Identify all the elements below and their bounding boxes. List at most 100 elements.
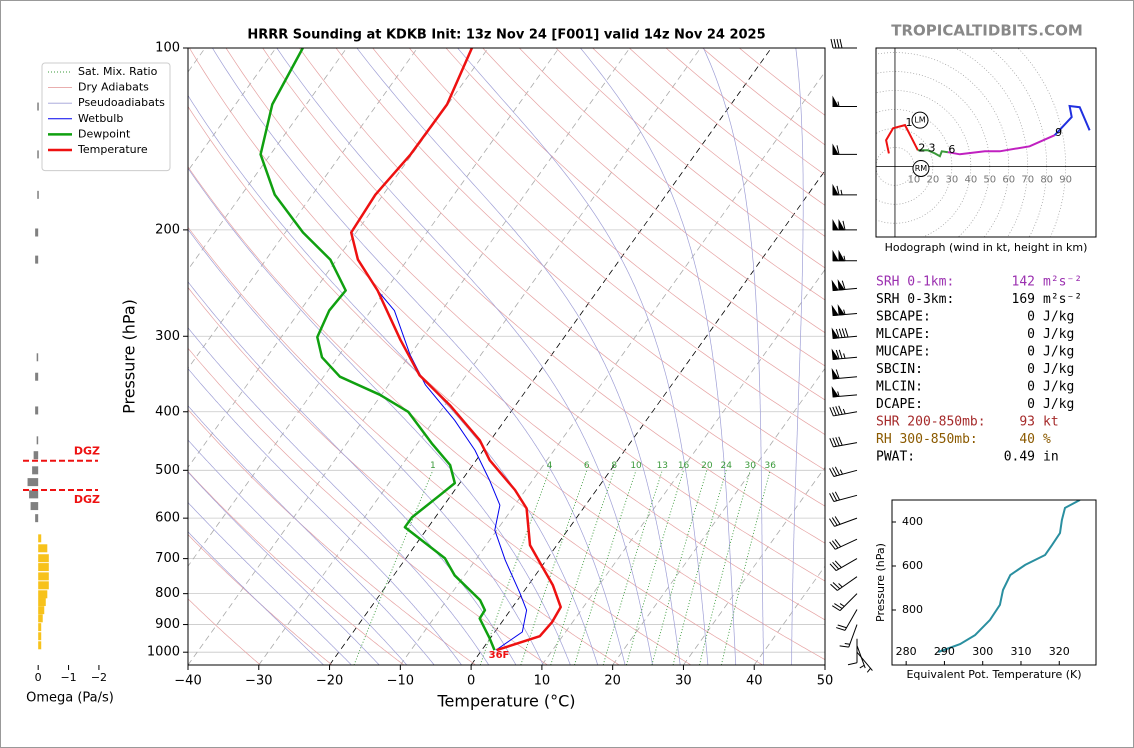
stat-label: SRH 0-3km:	[876, 292, 954, 307]
barb-flag	[831, 327, 839, 339]
omega-bar	[38, 614, 43, 623]
dry-adiabat	[262, 48, 825, 544]
stat-label: SHR 200-850mb:	[876, 415, 986, 430]
mixing-ratio-label: 4	[547, 461, 553, 471]
pseudoadiabat	[212, 48, 626, 665]
dry-adiabat	[299, 48, 825, 507]
dry-adiabat	[188, 471, 405, 665]
barb-flag	[838, 218, 845, 231]
omega-bar	[38, 554, 49, 563]
hodo-frame	[875, 47, 1097, 238]
wind-barb	[829, 538, 858, 550]
x-axis-title: Omega (Pa/s)	[26, 691, 114, 706]
omega-bar	[35, 372, 39, 381]
omega-bar	[36, 436, 39, 445]
barb-half	[844, 643, 850, 645]
barb-staff	[839, 593, 858, 611]
barb-half	[839, 603, 845, 607]
wind-barb	[831, 386, 858, 398]
barb-full	[838, 436, 843, 446]
barb-staff	[833, 442, 858, 448]
barb-full	[834, 466, 841, 476]
pseudoadiabat	[188, 502, 352, 665]
stat-unit: J/kg	[1043, 362, 1074, 377]
barb-full	[835, 437, 840, 446]
y-tick-label: 500	[155, 463, 180, 478]
x-tick-label: 0	[467, 674, 475, 689]
x-axis-title: Temperature (°C)	[436, 692, 575, 711]
barb-full	[838, 349, 843, 359]
stat-unit: J/kg	[1043, 397, 1074, 412]
isotherm	[188, 48, 560, 567]
omega-bar	[38, 590, 48, 599]
barb-flag	[837, 304, 845, 316]
barb-half	[837, 101, 840, 107]
barb-half	[839, 469, 843, 475]
y-tick-label: 400	[902, 515, 923, 528]
barb-full	[833, 38, 837, 49]
y-tick-label: 300	[155, 329, 180, 344]
stat-unit: J/kg	[1043, 380, 1074, 395]
legend-label: Sat. Mix. Ratio	[78, 65, 158, 78]
barb-full	[829, 563, 837, 571]
wind-barb	[832, 95, 857, 108]
barb-flag	[832, 218, 839, 231]
storm-motion-label: RM	[915, 164, 928, 173]
barb-flag	[832, 249, 839, 262]
barb-flag	[831, 279, 839, 292]
surface-temp-label: 36F	[489, 650, 510, 661]
pseudoadiabat	[356, 48, 681, 665]
omega-bar	[36, 353, 39, 362]
barb-staff	[834, 517, 858, 527]
dry-adiabat	[445, 48, 825, 367]
isotherm	[188, 48, 418, 370]
barb-staff	[835, 538, 858, 550]
dry-adiabat	[482, 48, 825, 334]
dry-adiabat	[225, 48, 825, 582]
stat-unit: m²s⁻²	[1043, 292, 1082, 307]
wind-barb	[829, 436, 858, 448]
legend-label: Temperature	[77, 143, 148, 156]
barb-full	[829, 493, 835, 502]
mixing-ratio-line	[720, 470, 771, 665]
isotherm	[258, 48, 701, 665]
barb-full	[844, 328, 849, 338]
ring-label: 60	[1002, 174, 1015, 185]
pseudoadiabat	[188, 228, 544, 665]
mixing-ratio-label: 10	[630, 461, 642, 471]
wind-barb	[832, 183, 857, 196]
legend-label: Pseudoadiabats	[78, 96, 165, 109]
y-tick-label: 200	[155, 222, 180, 237]
dry-adiabat	[519, 48, 825, 301]
legend-box	[41, 62, 171, 172]
mixing-ratio-line	[479, 470, 550, 665]
barb-full	[830, 38, 834, 49]
y-tick-label: 800	[902, 603, 923, 616]
stat-label: SRH 0-1km:	[876, 275, 954, 290]
barb-full	[831, 540, 839, 549]
isotherm	[329, 48, 772, 665]
wind-barb	[856, 651, 873, 673]
hodograph-plot: 10 20 30 40 50 60 70 80 90 12 3 6 9 LM RM	[876, 48, 1096, 237]
dgz-label: DGZ	[74, 493, 100, 506]
barb-full	[831, 517, 838, 526]
y-tick-label: 600	[155, 511, 180, 526]
barb-half	[838, 583, 843, 588]
profile-line	[377, 290, 528, 651]
x-tick-label: 290	[934, 645, 955, 658]
x-tick-label: −10	[387, 674, 414, 689]
barb-flag	[832, 95, 839, 108]
mixing-ratio-label: 36	[764, 461, 776, 471]
omega-bar	[35, 255, 39, 264]
wind-barb	[829, 466, 858, 478]
dgz-label: DGZ	[74, 445, 100, 458]
dry-adiabat	[188, 166, 763, 665]
ring-label: 40	[964, 174, 977, 185]
mixing-ratio-line	[602, 470, 663, 665]
omega-bar	[38, 581, 49, 590]
pseudoadiabat	[791, 48, 804, 665]
barb-full	[832, 467, 838, 476]
wind-barb	[829, 558, 858, 572]
dry-adiabat	[335, 48, 825, 471]
barb-full	[838, 328, 843, 338]
